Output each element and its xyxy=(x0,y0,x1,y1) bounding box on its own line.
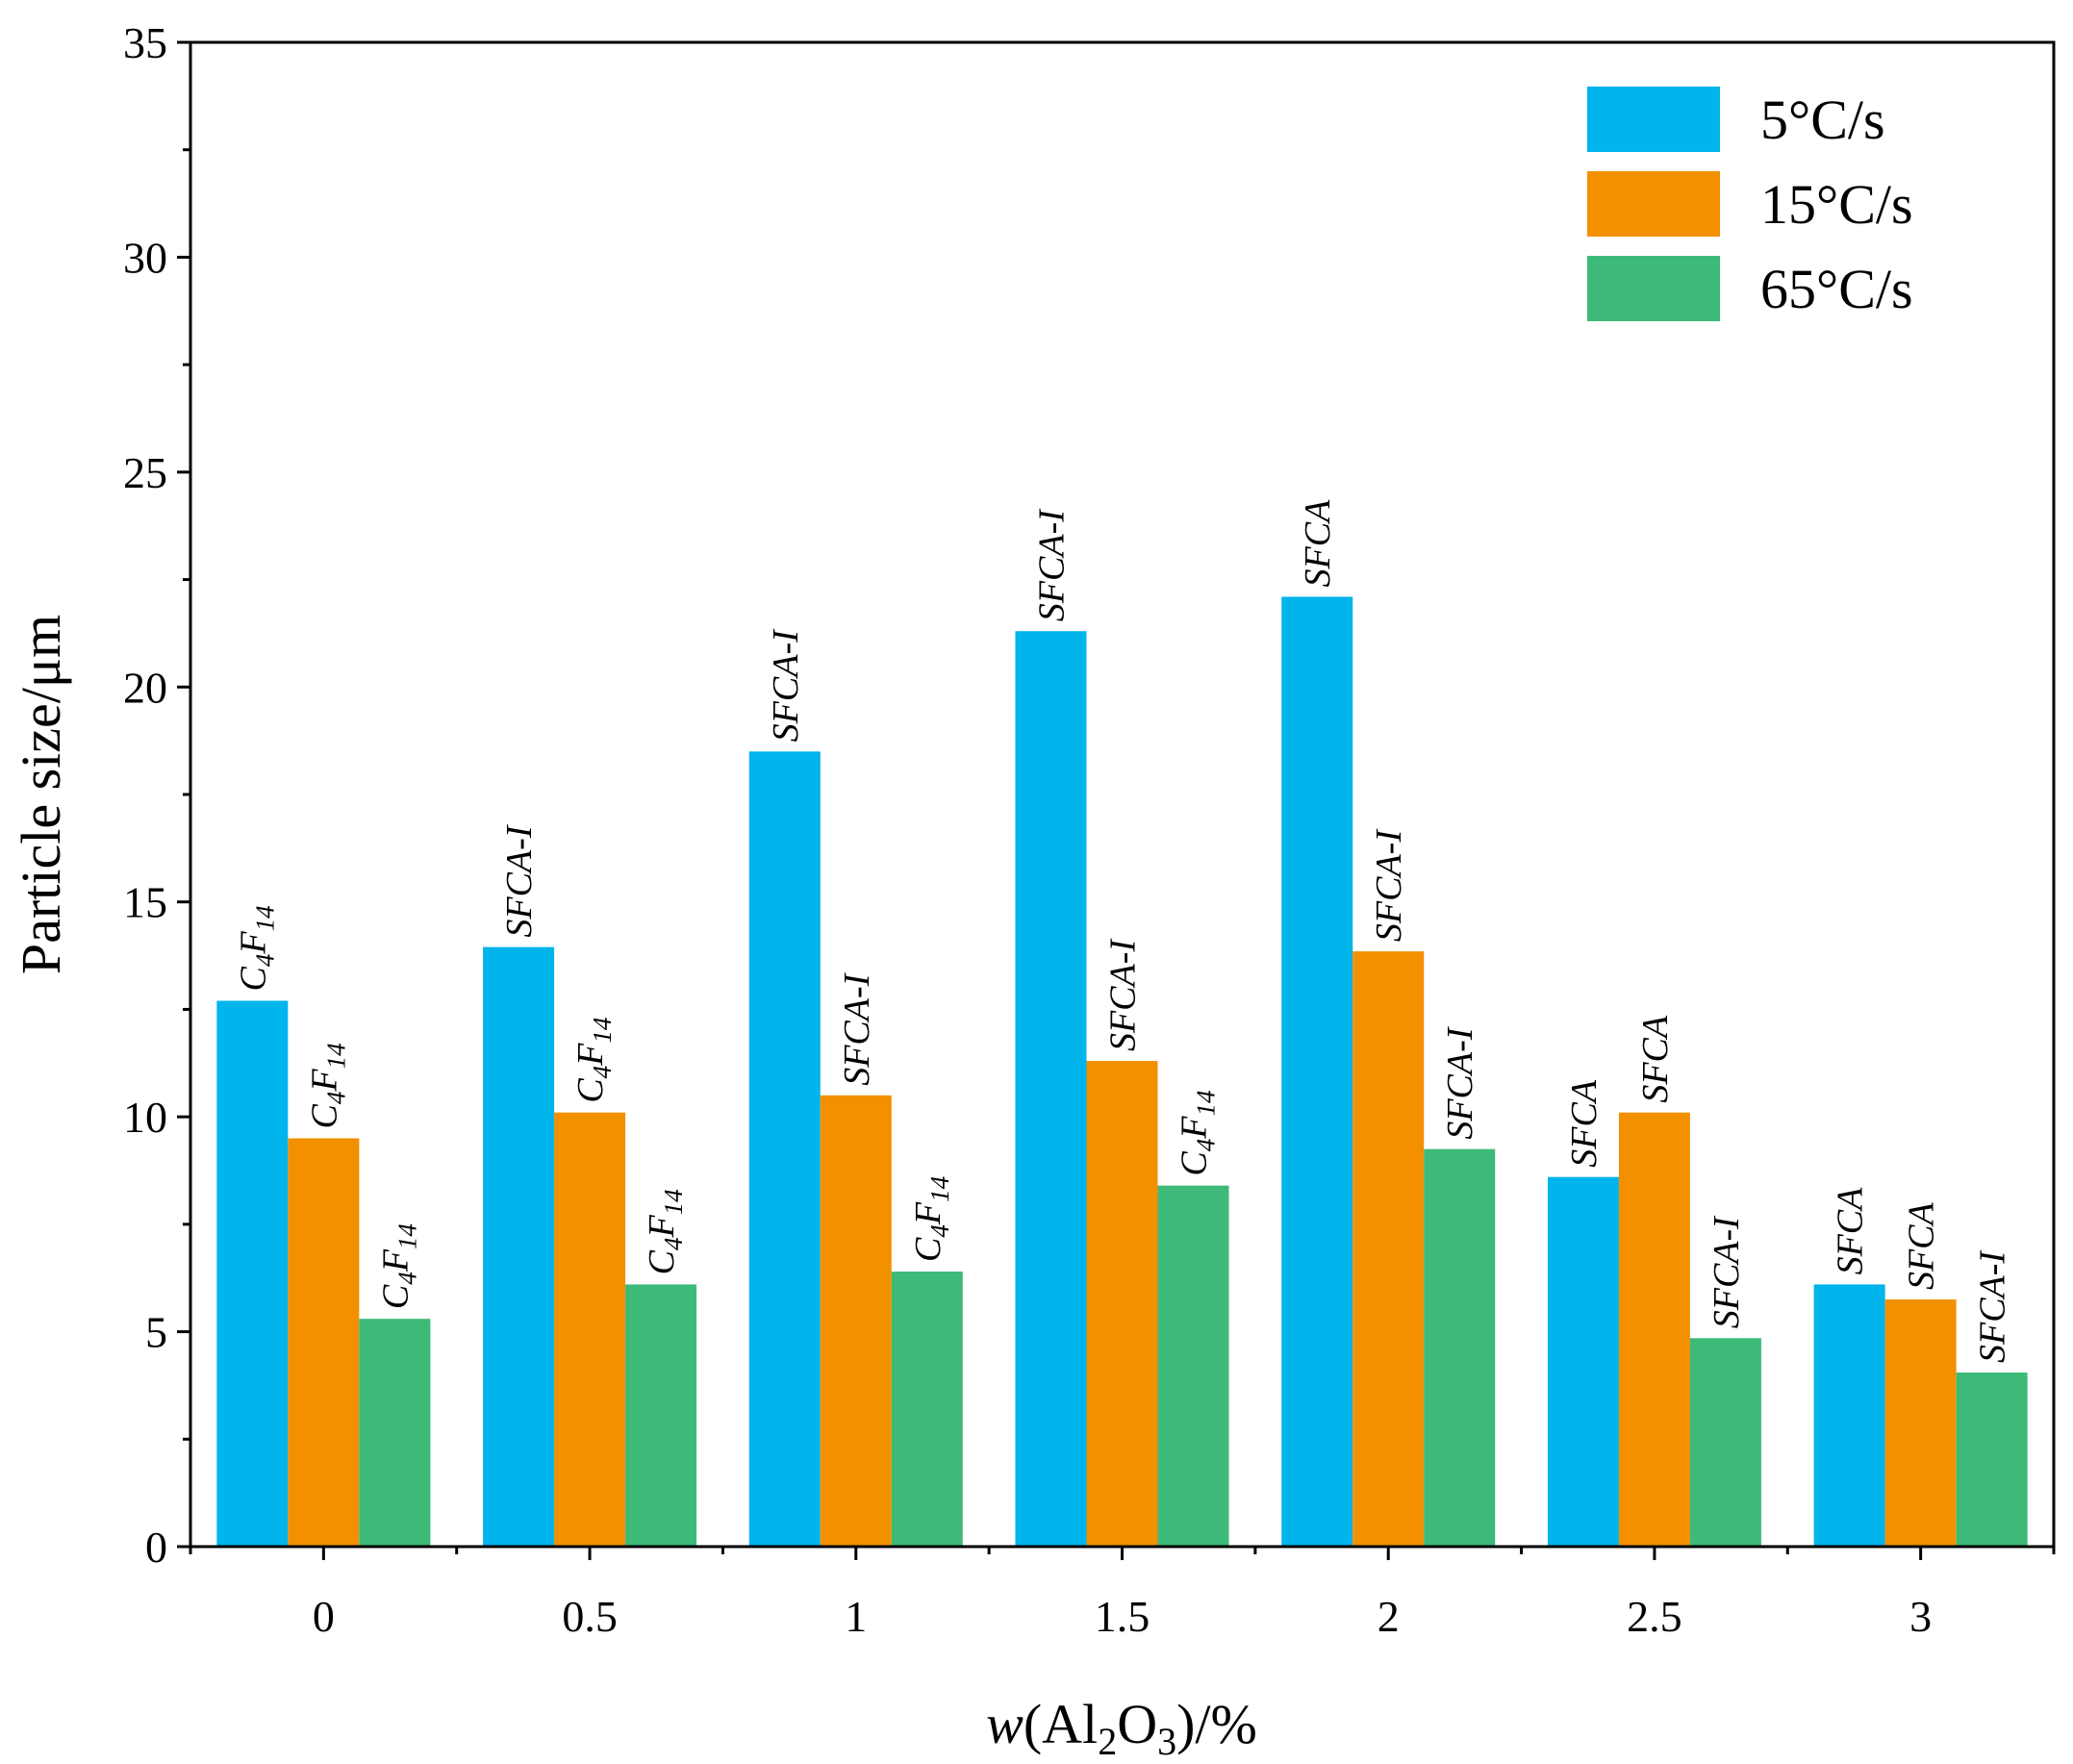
x-tick-label: 2.5 xyxy=(1627,1592,1682,1641)
y-axis-title: Particle size/μm xyxy=(10,615,72,974)
phase-label-1-6: SFCA xyxy=(1831,1187,1871,1275)
phase-label-1-3: SFCA-I xyxy=(1032,508,1073,621)
bar-3-4 xyxy=(1424,1148,1496,1547)
phase-label-3-3: C4F14 xyxy=(1175,1091,1221,1176)
phase-label-3-1: C4F14 xyxy=(642,1189,688,1274)
y-axis: 0 5 10 15 20 25 30 35 xyxy=(123,18,190,1572)
phase-label-3-0: C4F14 xyxy=(375,1223,421,1309)
y-tick-label: 35 xyxy=(123,18,167,67)
phase-label-2-1: C4F14 xyxy=(570,1018,617,1103)
x-tick-label: 1.5 xyxy=(1095,1592,1150,1641)
bar-1-3 xyxy=(1015,631,1087,1547)
phase-label-2-6: SFCA xyxy=(1902,1201,1942,1290)
phase-label-2-4: SFCA-I xyxy=(1369,828,1409,942)
phase-label-3-5: SFCA-I xyxy=(1706,1215,1747,1328)
bar-3-6 xyxy=(1956,1373,2028,1547)
bar-1-0 xyxy=(216,1000,289,1547)
phase-label-3-4: SFCA-I xyxy=(1440,1025,1480,1139)
phase-label-2-0: C4F14 xyxy=(304,1043,350,1128)
bar-1-4 xyxy=(1281,596,1353,1547)
phase-label-1-2: SFCA-I xyxy=(766,628,806,742)
phase-label-2-2: SFCA-I xyxy=(837,971,877,1085)
legend-label-3: 65°C/s xyxy=(1760,258,1913,320)
legend: 5°C/s 15°C/s 65°C/s xyxy=(1587,87,1913,321)
legend-swatch-1 xyxy=(1587,87,1720,152)
bar-3-5 xyxy=(1689,1338,1761,1547)
legend-swatch-2 xyxy=(1587,171,1720,237)
phase-label-2-3: SFCA-I xyxy=(1103,938,1144,1051)
bar-3-0 xyxy=(359,1319,431,1547)
bar-2-0 xyxy=(288,1138,360,1547)
bar-2-5 xyxy=(1618,1112,1690,1547)
phase-label-2-5: SFCA xyxy=(1635,1015,1676,1103)
bar-3-3 xyxy=(1157,1185,1229,1547)
bar-2-2 xyxy=(820,1095,892,1547)
y-tick-label: 10 xyxy=(123,1093,167,1142)
legend-label-1: 5°C/s xyxy=(1760,88,1885,151)
y-tick-label: 20 xyxy=(123,663,167,712)
y-tick-label: 0 xyxy=(145,1523,167,1572)
phase-label-3-2: C4F14 xyxy=(908,1176,954,1262)
y-tick-label: 15 xyxy=(123,878,167,927)
legend-label-2: 15°C/s xyxy=(1760,173,1913,236)
legend-swatch-3 xyxy=(1587,256,1720,321)
phase-label-1-5: SFCA xyxy=(1564,1079,1605,1168)
phase-label-1-1: SFCA-I xyxy=(499,823,540,937)
x-tick-label: 0.5 xyxy=(562,1592,618,1641)
y-tick-label: 25 xyxy=(123,448,167,497)
y-tick-label: 30 xyxy=(123,233,167,282)
phase-labels-layer: C4F14 C4F14 C4F14 SFCA-I C4F14 C4F14 SFCA-I SFC… xyxy=(233,499,2012,1363)
bar-1-5 xyxy=(1547,1176,1619,1547)
bar-2-3 xyxy=(1086,1061,1158,1547)
bars-layer xyxy=(216,596,2028,1547)
x-axis-title: w(Al2O3)/% xyxy=(986,1693,1257,1759)
bar-1-1 xyxy=(483,946,555,1547)
bar-2-1 xyxy=(554,1112,626,1547)
phase-label-1-0: C4F14 xyxy=(233,905,279,991)
bar-1-2 xyxy=(748,751,821,1547)
bar-3-2 xyxy=(891,1272,963,1547)
phase-label-1-4: SFCA xyxy=(1298,499,1338,588)
bar-1-6 xyxy=(1813,1284,1885,1547)
x-tick-label: 3 xyxy=(1909,1592,1932,1641)
x-tick-label: 1 xyxy=(845,1592,867,1641)
phase-label-3-6: SFCA-I xyxy=(1973,1249,2013,1363)
x-axis: 0 0.5 1 1.5 2 2.5 3 xyxy=(189,1547,2056,1641)
x-tick-label: 0 xyxy=(313,1592,335,1641)
y-tick-label: 5 xyxy=(145,1308,167,1357)
bar-2-6 xyxy=(1884,1299,1957,1547)
bar-3-1 xyxy=(625,1284,697,1547)
x-tick-label: 2 xyxy=(1378,1592,1400,1641)
bar-2-4 xyxy=(1353,951,1425,1547)
